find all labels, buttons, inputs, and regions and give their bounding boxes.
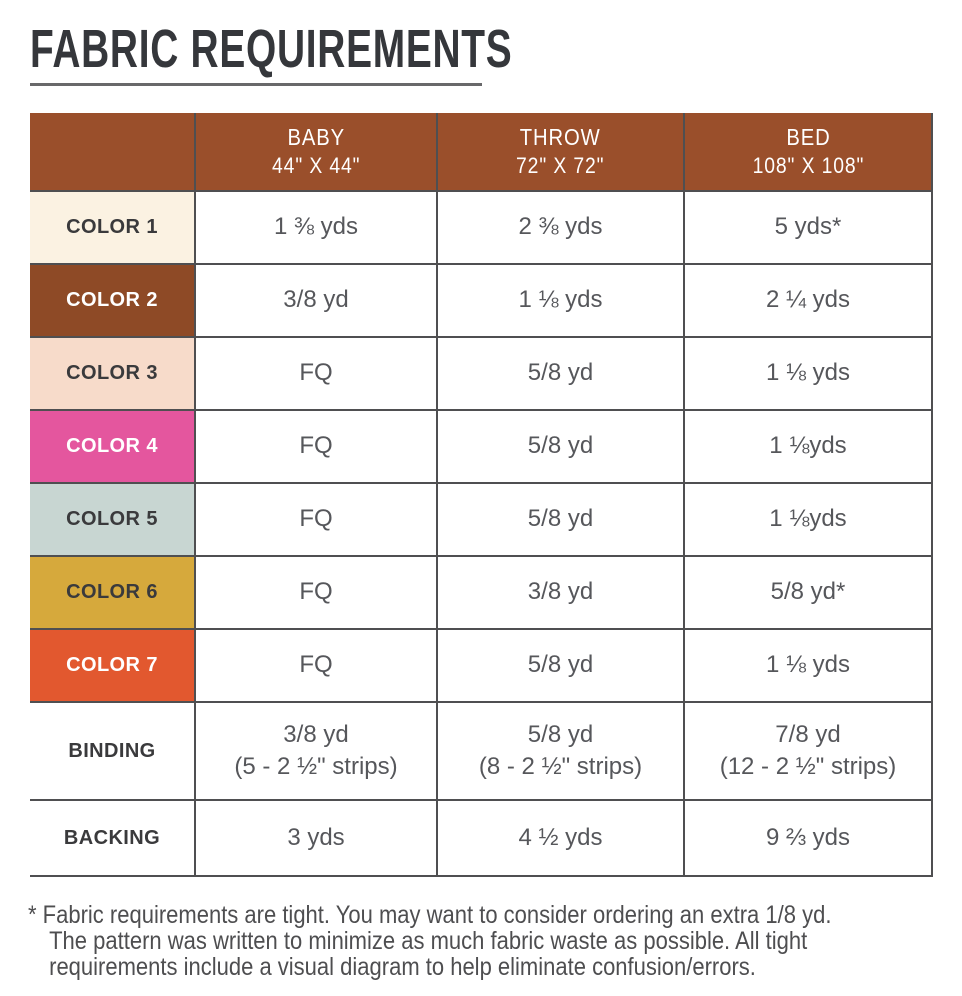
header-cell-empty	[30, 113, 196, 192]
footnote-line: * Fabric requirements are tight. You may…	[28, 901, 832, 929]
cell-baby: FQ	[194, 409, 438, 484]
table-row-color-5: COLOR 5 FQ 5/8 yd 1 ⅛yds	[30, 482, 933, 557]
cell-throw: 5/8 yd	[436, 482, 685, 557]
header-cell-throw: THROW 72" X 72"	[436, 113, 685, 192]
page-title-block: FABRIC REQUIREMENTS	[30, 22, 700, 86]
cell-baby: FQ	[194, 628, 438, 703]
table-row-color-7: COLOR 7 FQ 5/8 yd 1 ⅛ yds	[30, 628, 933, 703]
column-name: BED	[785, 124, 831, 151]
row-label: BACKING	[30, 799, 196, 877]
row-label: COLOR 3	[30, 336, 196, 411]
row-label: COLOR 6	[30, 555, 196, 630]
cell-throw: 3/8 yd	[436, 555, 685, 630]
cell-bed: 1 ⅛ yds	[683, 628, 933, 703]
cell-throw: 4 ½ yds	[436, 799, 685, 877]
column-name: BABY	[287, 124, 345, 151]
title-underline	[30, 83, 482, 86]
column-size: 72" X 72"	[516, 153, 605, 179]
row-label: COLOR 2	[30, 263, 196, 338]
row-label: COLOR 1	[30, 190, 196, 265]
table-row-color-2: COLOR 2 3/8 yd 1 ⅛ yds 2 ¼ yds	[30, 263, 933, 338]
cell-baby: FQ	[194, 336, 438, 411]
column-size: 44" X 44"	[271, 153, 361, 179]
footnote-line: requirements include a visual diagram to…	[49, 953, 756, 981]
cell-baby: 1 ⅜ yds	[194, 190, 438, 265]
fabric-requirements-table: BABY 44" X 44" THROW 72" X 72" BED 108" …	[30, 113, 933, 877]
column-name: THROW	[520, 124, 601, 151]
table-row-color-4: COLOR 4 FQ 5/8 yd 1 ⅛yds	[30, 409, 933, 484]
table-row-binding: BINDING 3/8 yd (5 - 2 ½" strips) 5/8 yd …	[30, 701, 933, 801]
cell-bed: 9 ⅔ yds	[683, 799, 933, 877]
header-cell-bed: BED 108" X 108"	[683, 113, 933, 192]
cell-bed: 5/8 yd*	[683, 555, 933, 630]
row-label: COLOR 4	[30, 409, 196, 484]
row-label: COLOR 7	[30, 628, 196, 703]
cell-bed: 1 ⅛ yds	[683, 336, 933, 411]
cell-throw: 2 ⅜ yds	[436, 190, 685, 265]
row-label: COLOR 5	[30, 482, 196, 557]
cell-baby: 3/8 yd	[194, 263, 438, 338]
cell-throw: 5/8 yd	[436, 409, 685, 484]
cell-throw: 1 ⅛ yds	[436, 263, 685, 338]
cell-bed: 1 ⅛yds	[683, 482, 933, 557]
table-header-row: BABY 44" X 44" THROW 72" X 72" BED 108" …	[30, 113, 933, 192]
cell-baby: FQ	[194, 482, 438, 557]
cell-bed: 2 ¼ yds	[683, 263, 933, 338]
cell-baby: 3/8 yd (5 - 2 ½" strips)	[194, 701, 438, 801]
header-cell-baby: BABY 44" X 44"	[194, 113, 438, 192]
cell-throw: 5/8 yd (8 - 2 ½" strips)	[436, 701, 685, 801]
cell-baby: FQ	[194, 555, 438, 630]
footnote: * Fabric requirements are tight. You may…	[28, 902, 831, 980]
footnote-line: The pattern was written to minimize as m…	[49, 927, 808, 955]
page-title: FABRIC REQUIREMENTS	[30, 19, 513, 79]
cell-throw: 5/8 yd	[436, 628, 685, 703]
cell-baby: 3 yds	[194, 799, 438, 877]
row-label: BINDING	[30, 701, 196, 801]
table-row-color-3: COLOR 3 FQ 5/8 yd 1 ⅛ yds	[30, 336, 933, 411]
cell-bed: 5 yds*	[683, 190, 933, 265]
column-size: 108" X 108"	[752, 153, 864, 179]
table-row-color-6: COLOR 6 FQ 3/8 yd 5/8 yd*	[30, 555, 933, 630]
table-row-color-1: COLOR 1 1 ⅜ yds 2 ⅜ yds 5 yds*	[30, 190, 933, 265]
cell-bed: 1 ⅛yds	[683, 409, 933, 484]
cell-throw: 5/8 yd	[436, 336, 685, 411]
cell-bed: 7/8 yd (12 - 2 ½" strips)	[683, 701, 933, 801]
table-row-backing: BACKING 3 yds 4 ½ yds 9 ⅔ yds	[30, 799, 933, 877]
